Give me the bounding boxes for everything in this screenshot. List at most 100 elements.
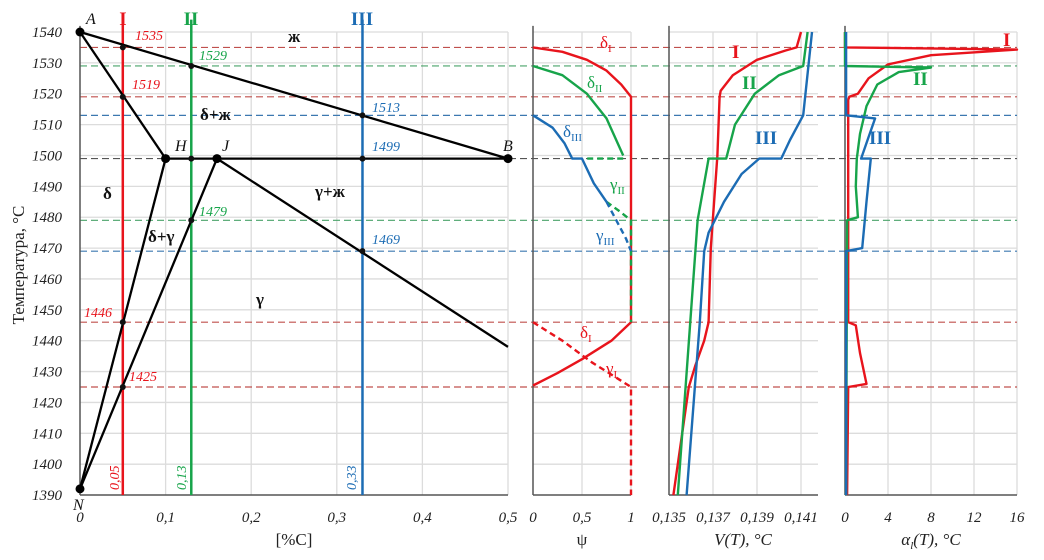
intersection-point [188,62,195,69]
psi-curve-label-sub: II [618,185,626,197]
y-tick-label: 1450 [32,303,63,319]
psi-curve-label-main: γ [605,359,614,378]
composition-label-ii: 0,13 [175,466,190,491]
composition-x-tick-label: 0,2 [242,510,261,526]
region-label-delta-gamma: δ+γ [148,227,175,246]
alpha-curve-label-main: II [913,69,928,90]
y-tick-label: 1400 [32,457,63,473]
y-tick-label: 1500 [32,148,63,164]
alloy-label-i: I [119,9,126,30]
psi-curve-label-main: γ [595,226,604,245]
temp-label-1499: 1499 [372,140,400,155]
intersection-point [119,44,126,51]
alpha-curve-label: III [869,128,891,149]
chart-marks [75,19,1019,496]
composition-x-tick-label: 0,1 [156,510,175,526]
psi-series-γII [605,200,633,323]
alpha-rest: (T), °C [913,530,961,549]
psi-series-δIII [532,114,608,203]
psi-curve-label-main: δ [563,122,571,141]
velocity-x-tick-label: 0,135 [652,510,686,526]
alpha-x-tick-label: 8 [927,510,935,526]
point-h [161,154,171,164]
psi-curve-label: γII [609,175,625,197]
velocity-x-tick-label: 0,141 [784,510,818,526]
y-tick-label: 1390 [32,488,63,504]
point-b [503,154,513,164]
alpha-curve-label-main: III [869,128,891,149]
psi-curve-label: δI [580,323,592,345]
point-label-b: B [503,138,513,155]
alpha-curve-label-main: I [1003,30,1010,51]
psi-curve-label: δII [587,73,603,95]
region-label-gamma-liquid: γ+ж [314,182,346,201]
y-tick-label: 1490 [32,179,63,195]
point-n [75,484,85,494]
temp-label-1535: 1535 [135,29,163,44]
y-tick-label: 1420 [32,395,63,411]
region-label-gamma: γ [255,290,264,309]
psi-curve-label: γIII [595,226,615,248]
composition-x-tick-label: 0 [76,510,84,526]
y-tick-label: 1410 [32,426,63,442]
psi-series-δII [532,64,625,156]
phase-line-nj [78,158,219,490]
intersection-point [119,319,126,326]
velocity-curve-label-main: III [755,128,777,149]
psi-curve-label-main: δ [600,33,608,52]
alpha-series-II [843,32,933,496]
y-tick-label: 1440 [32,334,63,350]
point-label-h: H [174,138,188,155]
point-label-j: J [222,138,230,155]
region-label-liquid: ж [288,27,301,46]
gridlines [80,31,1018,496]
composition-x-tick-label: 0,3 [327,510,346,526]
temp-label-1479: 1479 [199,205,227,220]
tick-labels: 0 0,1 0,2 0,3 0,4 0,5 0 0,5 1 0,135 0,137 0,139 0,14… [32,25,1025,526]
y-tick-label: 1520 [32,87,63,103]
velocity-curve-label: I [732,42,739,63]
psi-curve-label-sub: III [604,236,615,248]
intersection-point [119,384,126,391]
velocity-series-II [676,31,809,496]
alpha-x-tick-label: 0 [841,510,849,526]
y-tick-label: 1470 [32,241,63,257]
region-label-delta: δ [103,184,112,203]
alpha-x-tick-label: 12 [967,510,983,526]
intersection-point [188,155,195,162]
alloy-label-ii: II [184,9,199,30]
temp-label-1513: 1513 [372,101,400,116]
psi-curve-label: γI [605,359,618,381]
alpha-x-tick-label: 16 [1010,510,1026,526]
intersection-point [119,93,126,100]
psi-x-tick-label: 1 [627,510,635,526]
temp-label-1446: 1446 [84,306,112,321]
psi-curve-label-sub: III [571,132,582,144]
point-j [212,154,222,164]
composition-label-i: 0,05 [108,466,123,491]
velocity-x-tick-label: 0,137 [696,510,731,526]
point-label-n: N [72,497,85,514]
psi-curve-label-sub: I [614,369,618,381]
region-label-delta-liquid: δ+ж [200,105,232,124]
point-label-a: A [85,11,96,28]
alpha-curve-label: I [1003,30,1010,51]
x-axis-label-composition: [%C] [276,530,313,549]
psi-curve-label: δIII [563,122,582,144]
alpha-main: α [901,530,911,549]
velocity-curve-label-main: II [742,73,757,94]
x-axis-label-alpha: αl(T), °C [901,530,961,552]
velocity-curve-label: II [742,73,757,94]
psi-curve-label-main: δ [587,73,595,92]
psi-curve-label: δI [600,33,612,55]
psi-curve-label-main: γ [609,175,618,194]
point-a [75,27,85,37]
velocity-curve-label-main: I [732,42,739,63]
psi-series-δI [532,46,633,387]
x-axis-label-velocity: V(T), °C [714,530,772,549]
y-tick-label: 1510 [32,118,63,134]
alpha-series-I [843,32,1019,496]
y-tick-label: 1540 [32,25,63,41]
